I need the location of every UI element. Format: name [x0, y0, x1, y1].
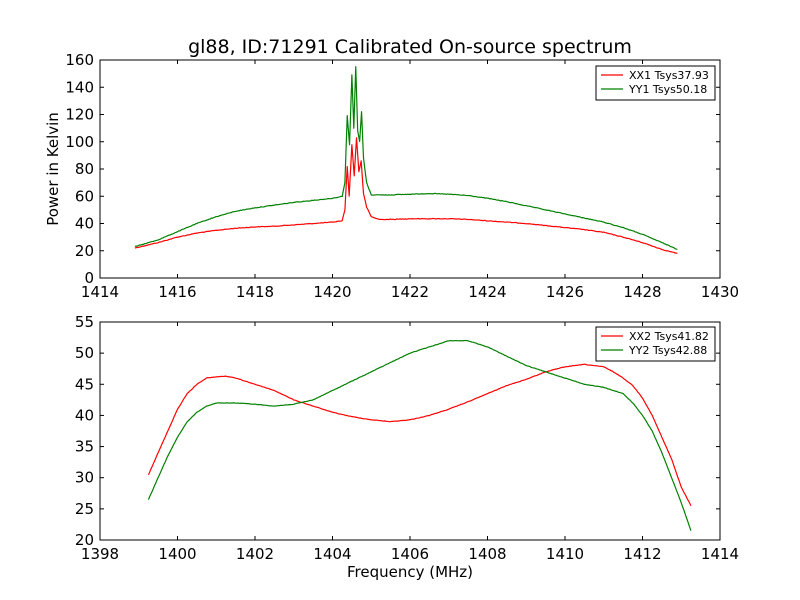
legend-entry-label: XX2 Tsys41.82: [629, 330, 709, 343]
x-tick-label: 1412: [623, 545, 661, 563]
x-tick-label: 1416: [158, 283, 196, 301]
x-tick-label: 1418: [236, 283, 274, 301]
y-tick-label: 0: [84, 269, 94, 287]
series-line-2-2: [147, 339, 692, 531]
y-tick-label: 140: [65, 78, 94, 96]
series-line-1-2: [134, 66, 678, 250]
x-tick-label: 1428: [623, 283, 661, 301]
x-tick-label: 1414: [81, 283, 119, 301]
y-tick-label: 35: [75, 438, 94, 456]
x-tick-label: 1408: [468, 545, 506, 563]
y-tick-label: 40: [75, 406, 94, 424]
x-tick-label: 1402: [236, 545, 274, 563]
y-tick-label: 25: [75, 500, 94, 518]
x-tick-label: 1410: [546, 545, 584, 563]
x-tick-label: 1406: [391, 545, 429, 563]
x-tick-label: 1426: [546, 283, 584, 301]
legend-entry-label: XX1 Tsys37.93: [629, 69, 709, 82]
series-line-2-1: [147, 363, 692, 507]
bottom-x-axis-label: Frequency (MHz): [347, 563, 473, 581]
y-tick-label: 60: [75, 187, 94, 205]
top-y-axis-label: Power in Kelvin: [44, 112, 62, 226]
y-tick-label: 100: [65, 133, 94, 151]
x-tick-label: 1424: [468, 283, 506, 301]
chart-title: gl88, ID:71291 Calibrated On-source spec…: [188, 36, 632, 58]
y-tick-label: 30: [75, 469, 94, 487]
series-line-1-1: [134, 137, 678, 255]
y-tick-label: 45: [75, 375, 94, 393]
x-tick-label: 1404: [313, 545, 351, 563]
x-tick-label: 1420: [313, 283, 351, 301]
top-plot: 1414 1416 1418 1420 1422 1424 1426 1428 1430 0 20 4…: [65, 51, 739, 301]
legend-box: [595, 326, 716, 362]
legend-entry-label: YY1 Tsys50.18: [628, 83, 707, 96]
x-tick-label: 1422: [391, 283, 429, 301]
x-tick-label: 1414: [701, 545, 739, 563]
y-tick-label: 120: [65, 106, 94, 124]
y-tick-label: 55: [75, 313, 94, 331]
x-tick-label: 1430: [701, 283, 739, 301]
bottom-plot: 1398 1400 1402 1404 1406 1408 1410 1412 1414 20 25…: [75, 313, 739, 563]
y-tick-label: 50: [75, 344, 94, 362]
y-tick-label: 40: [75, 215, 94, 233]
y-tick-label: 160: [65, 51, 94, 69]
y-tick-label: 20: [75, 531, 94, 549]
legend-entry-label: YY2 Tsys42.88: [628, 344, 707, 357]
y-tick-label: 80: [75, 160, 94, 178]
y-tick-label: 20: [75, 242, 94, 260]
x-tick-label: 1398: [81, 545, 119, 563]
legend-box: [595, 65, 716, 101]
x-tick-label: 1400: [158, 545, 196, 563]
